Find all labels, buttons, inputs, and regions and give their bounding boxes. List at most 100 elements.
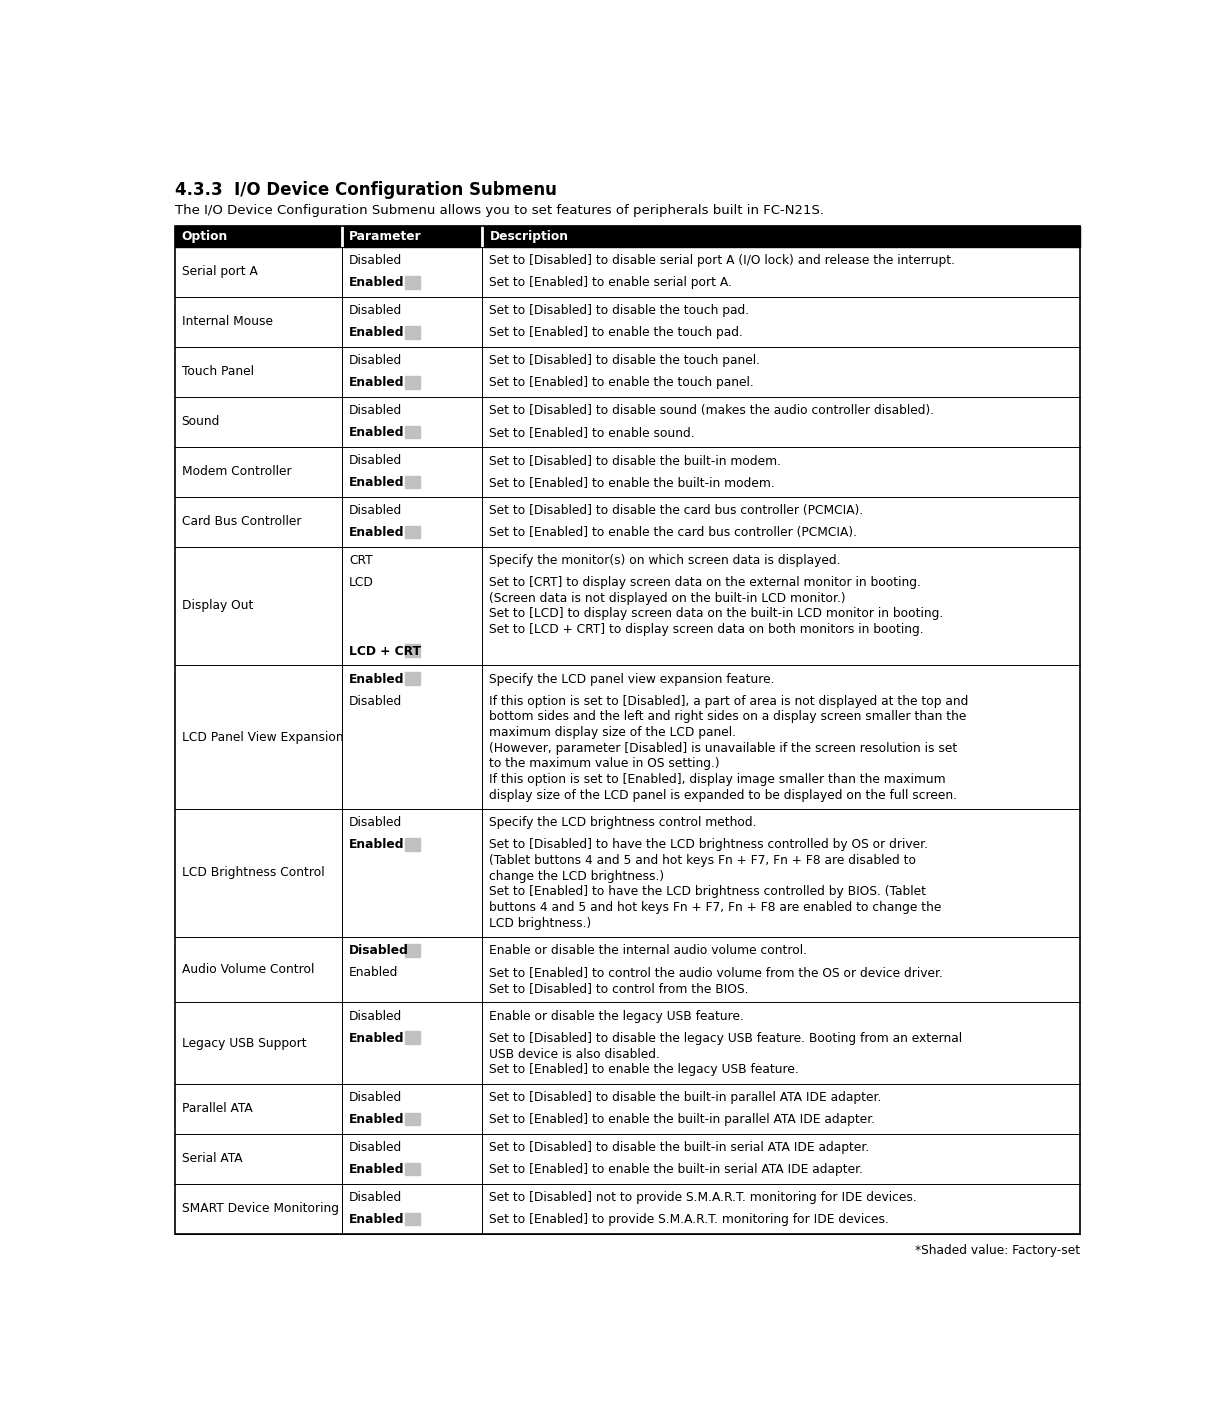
Text: Set to [Enabled] to enable the built-in modem.: Set to [Enabled] to enable the built-in … xyxy=(490,476,775,489)
Text: Set to [Enabled] to enable serial port A.: Set to [Enabled] to enable serial port A… xyxy=(490,277,732,289)
Text: Set to [Enabled] to enable the card bus controller (PCMCIA).: Set to [Enabled] to enable the card bus … xyxy=(490,525,858,540)
Text: Set to [Enabled] to enable sound.: Set to [Enabled] to enable sound. xyxy=(490,426,695,438)
Text: Disabled: Disabled xyxy=(349,504,403,517)
Text: (However, parameter [Disabled] is unavailable if the screen resolution is set: (However, parameter [Disabled] is unavai… xyxy=(490,742,957,754)
Text: Touch Panel: Touch Panel xyxy=(181,365,253,378)
Text: (Tablet buttons 4 and 5 and hot keys Fn + F7, Fn + F8 are disabled to: (Tablet buttons 4 and 5 and hot keys Fn … xyxy=(490,854,917,867)
Text: Set to [Disabled] to control from the BIOS.: Set to [Disabled] to control from the BI… xyxy=(490,982,749,995)
Bar xyxy=(405,426,420,438)
Bar xyxy=(405,275,420,288)
Text: Set to [Enabled] to enable the legacy USB feature.: Set to [Enabled] to enable the legacy US… xyxy=(490,1064,799,1076)
Text: Set to [Enabled] to enable the touch panel.: Set to [Enabled] to enable the touch pan… xyxy=(490,377,754,389)
Bar xyxy=(405,645,420,658)
Text: Disabled: Disabled xyxy=(349,1191,403,1204)
Text: Set to [Disabled] to have the LCD brightness controlled by OS or driver.: Set to [Disabled] to have the LCD bright… xyxy=(490,839,929,851)
Text: Serial port A: Serial port A xyxy=(181,266,257,278)
Text: Set to [Disabled] to disable serial port A (I/O lock) and release the interrupt.: Set to [Disabled] to disable serial port… xyxy=(490,254,956,267)
Text: Enabled: Enabled xyxy=(349,426,405,438)
Bar xyxy=(405,476,420,489)
Text: (Screen data is not displayed on the built-in LCD monitor.): (Screen data is not displayed on the bui… xyxy=(490,592,846,604)
Text: Disabled: Disabled xyxy=(349,1092,403,1104)
Text: Enabled: Enabled xyxy=(349,673,405,686)
Text: The I/O Device Configuration Submenu allows you to set features of peripherals b: The I/O Device Configuration Submenu all… xyxy=(175,204,824,216)
Text: Disabled: Disabled xyxy=(349,944,409,957)
Text: Internal Mouse: Internal Mouse xyxy=(181,315,273,329)
Text: Set to [CRT] to display screen data on the external monitor in booting.: Set to [CRT] to display screen data on t… xyxy=(490,576,922,589)
Text: Serial ATA: Serial ATA xyxy=(181,1152,242,1165)
Text: Disabled: Disabled xyxy=(349,1141,403,1154)
Text: to the maximum value in OS setting.): to the maximum value in OS setting.) xyxy=(490,757,720,770)
Text: Set to [Enabled] to enable the built-in serial ATA IDE adapter.: Set to [Enabled] to enable the built-in … xyxy=(490,1163,863,1176)
Text: Set to [Disabled] to disable the legacy USB feature. Booting from an external: Set to [Disabled] to disable the legacy … xyxy=(490,1033,962,1045)
Text: Enabled: Enabled xyxy=(349,476,405,489)
Text: Specify the LCD brightness control method.: Specify the LCD brightness control metho… xyxy=(490,816,756,829)
Text: Set to [Disabled] to disable sound (makes the audio controller disabled).: Set to [Disabled] to disable sound (make… xyxy=(490,405,935,417)
Text: Enabled: Enabled xyxy=(349,1213,405,1227)
Text: Set to [LCD + CRT] to display screen data on both monitors in booting.: Set to [LCD + CRT] to display screen dat… xyxy=(490,622,924,636)
Text: bottom sides and the left and right sides on a display screen smaller than the: bottom sides and the left and right side… xyxy=(490,711,967,724)
Text: Disabled: Disabled xyxy=(349,354,403,367)
Bar xyxy=(405,525,420,538)
Text: LCD Panel View Expansion: LCD Panel View Expansion xyxy=(181,731,343,743)
Text: Display Out: Display Out xyxy=(181,600,253,613)
Bar xyxy=(175,226,1080,247)
Text: Specify the monitor(s) on which screen data is displayed.: Specify the monitor(s) on which screen d… xyxy=(490,554,841,568)
Text: maximum display size of the LCD panel.: maximum display size of the LCD panel. xyxy=(490,726,737,739)
Text: Enable or disable the legacy USB feature.: Enable or disable the legacy USB feature… xyxy=(490,1010,744,1023)
Text: Enabled: Enabled xyxy=(349,525,405,540)
Text: Enable or disable the internal audio volume control.: Enable or disable the internal audio vol… xyxy=(490,944,808,957)
Text: SMART Device Monitoring: SMART Device Monitoring xyxy=(181,1203,339,1215)
Text: CRT: CRT xyxy=(349,554,373,568)
Bar xyxy=(405,673,420,686)
Text: Disabled: Disabled xyxy=(349,1010,403,1023)
Text: Set to [Disabled] to disable the built-in serial ATA IDE adapter.: Set to [Disabled] to disable the built-i… xyxy=(490,1141,870,1154)
Text: Enabled: Enabled xyxy=(349,277,405,289)
Text: Disabled: Disabled xyxy=(349,694,403,708)
Text: LCD Brightness Control: LCD Brightness Control xyxy=(181,867,324,880)
Text: Set to [Disabled] to disable the touch pad.: Set to [Disabled] to disable the touch p… xyxy=(490,305,749,318)
Text: Parameter: Parameter xyxy=(349,230,422,243)
Text: Disabled: Disabled xyxy=(349,305,403,318)
Text: Set to [Disabled] to disable the card bus controller (PCMCIA).: Set to [Disabled] to disable the card bu… xyxy=(490,504,864,517)
Text: Set to [Enabled] to enable the touch pad.: Set to [Enabled] to enable the touch pad… xyxy=(490,326,743,339)
Bar xyxy=(405,1113,420,1125)
Bar xyxy=(405,837,420,850)
Text: change the LCD brightness.): change the LCD brightness.) xyxy=(490,870,665,882)
Text: Enabled: Enabled xyxy=(349,326,405,339)
Text: Option: Option xyxy=(181,230,228,243)
Text: Set to [Disabled] to disable the built-in parallel ATA IDE adapter.: Set to [Disabled] to disable the built-i… xyxy=(490,1092,881,1104)
Text: *Shaded value: Factory-set: *Shaded value: Factory-set xyxy=(914,1243,1080,1256)
Text: Modem Controller: Modem Controller xyxy=(181,465,291,478)
Bar xyxy=(405,944,420,957)
Text: Set to [Disabled] not to provide S.M.A.R.T. monitoring for IDE devices.: Set to [Disabled] not to provide S.M.A.R… xyxy=(490,1191,917,1204)
Text: Enabled: Enabled xyxy=(349,1163,405,1176)
Text: LCD: LCD xyxy=(349,576,375,589)
Text: LCD + CRT: LCD + CRT xyxy=(349,645,421,658)
Text: Parallel ATA: Parallel ATA xyxy=(181,1102,252,1116)
Text: Set to [Enabled] to enable the built-in parallel ATA IDE adapter.: Set to [Enabled] to enable the built-in … xyxy=(490,1113,875,1125)
Text: Description: Description xyxy=(490,230,568,243)
Bar xyxy=(405,375,420,389)
Text: Audio Volume Control: Audio Volume Control xyxy=(181,964,315,976)
Text: If this option is set to [Enabled], display image smaller than the maximum: If this option is set to [Enabled], disp… xyxy=(490,773,946,785)
Text: Disabled: Disabled xyxy=(349,254,403,267)
Text: Set to [Disabled] to disable the touch panel.: Set to [Disabled] to disable the touch p… xyxy=(490,354,760,367)
Text: If this option is set to [Disabled], a part of area is not displayed at the top : If this option is set to [Disabled], a p… xyxy=(490,695,969,708)
Text: 4.3.3  I/O Device Configuration Submenu: 4.3.3 I/O Device Configuration Submenu xyxy=(175,181,557,200)
Text: buttons 4 and 5 and hot keys Fn + F7, Fn + F8 are enabled to change the: buttons 4 and 5 and hot keys Fn + F7, Fn… xyxy=(490,901,941,913)
Text: Enabled: Enabled xyxy=(349,1113,405,1125)
Text: Card Bus Controller: Card Bus Controller xyxy=(181,516,301,528)
Text: Set to [Disabled] to disable the built-in modem.: Set to [Disabled] to disable the built-i… xyxy=(490,454,781,466)
Text: Disabled: Disabled xyxy=(349,454,403,466)
Text: USB device is also disabled.: USB device is also disabled. xyxy=(490,1048,660,1061)
Text: Sound: Sound xyxy=(181,414,220,429)
Text: Enabled: Enabled xyxy=(349,377,405,389)
Text: Enabled: Enabled xyxy=(349,839,405,851)
Text: Legacy USB Support: Legacy USB Support xyxy=(181,1037,306,1050)
Text: Specify the LCD panel view expansion feature.: Specify the LCD panel view expansion fea… xyxy=(490,673,775,686)
Bar xyxy=(405,1031,420,1044)
Text: Disabled: Disabled xyxy=(349,816,403,829)
Text: Enabled: Enabled xyxy=(349,967,399,979)
Text: LCD brightness.): LCD brightness.) xyxy=(490,916,591,930)
Text: display size of the LCD panel is expanded to be displayed on the full screen.: display size of the LCD panel is expande… xyxy=(490,788,957,801)
